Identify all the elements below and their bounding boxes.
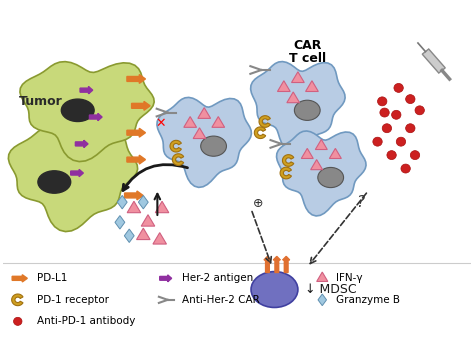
Polygon shape bbox=[212, 116, 225, 127]
Text: IFN-γ: IFN-γ bbox=[337, 273, 363, 283]
Circle shape bbox=[380, 108, 389, 117]
Text: ?: ? bbox=[356, 195, 364, 210]
FancyArrow shape bbox=[125, 191, 143, 200]
Circle shape bbox=[406, 124, 415, 133]
Wedge shape bbox=[12, 294, 23, 306]
Text: ✕: ✕ bbox=[155, 117, 166, 130]
Polygon shape bbox=[9, 127, 137, 232]
Polygon shape bbox=[277, 81, 290, 91]
Polygon shape bbox=[292, 72, 304, 83]
FancyArrow shape bbox=[90, 114, 102, 120]
Text: Tumor: Tumor bbox=[18, 95, 62, 108]
Polygon shape bbox=[198, 108, 210, 118]
Circle shape bbox=[382, 124, 392, 133]
Circle shape bbox=[392, 110, 401, 119]
Polygon shape bbox=[193, 128, 206, 139]
FancyArrow shape bbox=[127, 128, 146, 137]
Text: Anti-Her-2 CAR: Anti-Her-2 CAR bbox=[182, 295, 259, 305]
Circle shape bbox=[406, 95, 415, 104]
FancyArrow shape bbox=[264, 256, 271, 273]
FancyArrow shape bbox=[80, 87, 93, 94]
Ellipse shape bbox=[201, 136, 227, 156]
Text: Granzyme B: Granzyme B bbox=[337, 295, 401, 305]
FancyArrow shape bbox=[127, 75, 146, 83]
Polygon shape bbox=[422, 49, 445, 73]
Text: Her-2 antigen: Her-2 antigen bbox=[182, 273, 253, 283]
Text: Anti-PD-1 antibody: Anti-PD-1 antibody bbox=[36, 316, 135, 327]
Polygon shape bbox=[329, 149, 341, 158]
Polygon shape bbox=[153, 233, 166, 244]
Polygon shape bbox=[306, 81, 319, 91]
FancyArrow shape bbox=[12, 275, 27, 282]
FancyArrow shape bbox=[71, 169, 83, 177]
Circle shape bbox=[373, 137, 382, 146]
Polygon shape bbox=[301, 149, 313, 158]
Polygon shape bbox=[287, 92, 300, 103]
Polygon shape bbox=[115, 215, 125, 229]
Wedge shape bbox=[280, 167, 292, 179]
FancyArrow shape bbox=[127, 155, 146, 164]
Circle shape bbox=[394, 83, 403, 92]
Circle shape bbox=[396, 137, 406, 146]
Polygon shape bbox=[141, 215, 155, 226]
Circle shape bbox=[387, 151, 396, 159]
Polygon shape bbox=[251, 62, 345, 151]
Text: PD-1 receptor: PD-1 receptor bbox=[36, 295, 109, 305]
Text: ⊕: ⊕ bbox=[253, 197, 264, 210]
Polygon shape bbox=[127, 201, 141, 213]
Polygon shape bbox=[184, 116, 197, 127]
Text: T cell: T cell bbox=[289, 52, 326, 65]
Ellipse shape bbox=[251, 272, 298, 308]
Polygon shape bbox=[155, 201, 169, 213]
Circle shape bbox=[410, 151, 419, 159]
Polygon shape bbox=[310, 159, 323, 170]
Text: PD-L1: PD-L1 bbox=[36, 273, 67, 283]
FancyArrow shape bbox=[132, 102, 150, 110]
Ellipse shape bbox=[318, 167, 344, 187]
Polygon shape bbox=[276, 131, 366, 216]
Wedge shape bbox=[255, 127, 266, 139]
FancyArrow shape bbox=[273, 256, 280, 273]
Text: CAR: CAR bbox=[293, 39, 321, 52]
Circle shape bbox=[401, 164, 410, 173]
Polygon shape bbox=[138, 195, 148, 209]
Polygon shape bbox=[117, 195, 127, 209]
Circle shape bbox=[14, 317, 22, 325]
Polygon shape bbox=[137, 228, 150, 240]
Polygon shape bbox=[20, 62, 154, 162]
Text: ↓ MDSC: ↓ MDSC bbox=[305, 283, 356, 296]
Ellipse shape bbox=[294, 100, 320, 120]
Circle shape bbox=[415, 106, 424, 115]
Wedge shape bbox=[283, 155, 294, 166]
Polygon shape bbox=[318, 294, 327, 306]
Polygon shape bbox=[124, 229, 134, 242]
Ellipse shape bbox=[38, 171, 71, 193]
Wedge shape bbox=[170, 141, 182, 152]
FancyArrow shape bbox=[160, 275, 172, 282]
Ellipse shape bbox=[61, 99, 94, 122]
FancyArrow shape bbox=[75, 140, 88, 147]
Circle shape bbox=[377, 97, 387, 106]
Wedge shape bbox=[259, 116, 270, 127]
Polygon shape bbox=[157, 98, 251, 187]
Polygon shape bbox=[317, 272, 328, 281]
Polygon shape bbox=[315, 139, 327, 150]
Wedge shape bbox=[173, 154, 184, 165]
FancyArrow shape bbox=[283, 256, 290, 273]
